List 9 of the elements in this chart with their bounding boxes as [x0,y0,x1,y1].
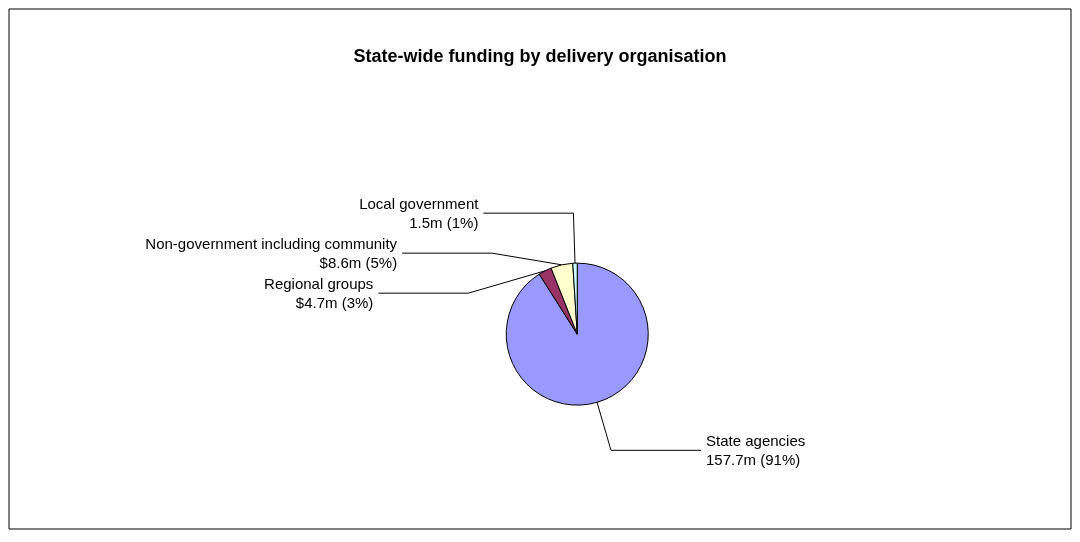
data-label: 1.5m (1%) [409,214,479,232]
data-label: 157.7m (91%) [706,451,801,469]
slice-label: Regional groups [264,275,374,293]
slice-label: State agencies [706,432,806,450]
data-label: $8.6m (5%) [319,254,398,272]
chart-title: State-wide funding by delivery organisation [353,46,727,66]
slice-label: Non-government including community [145,235,398,253]
data-label: $4.7m (3%) [295,294,374,312]
slice-label: Local government [359,195,480,213]
